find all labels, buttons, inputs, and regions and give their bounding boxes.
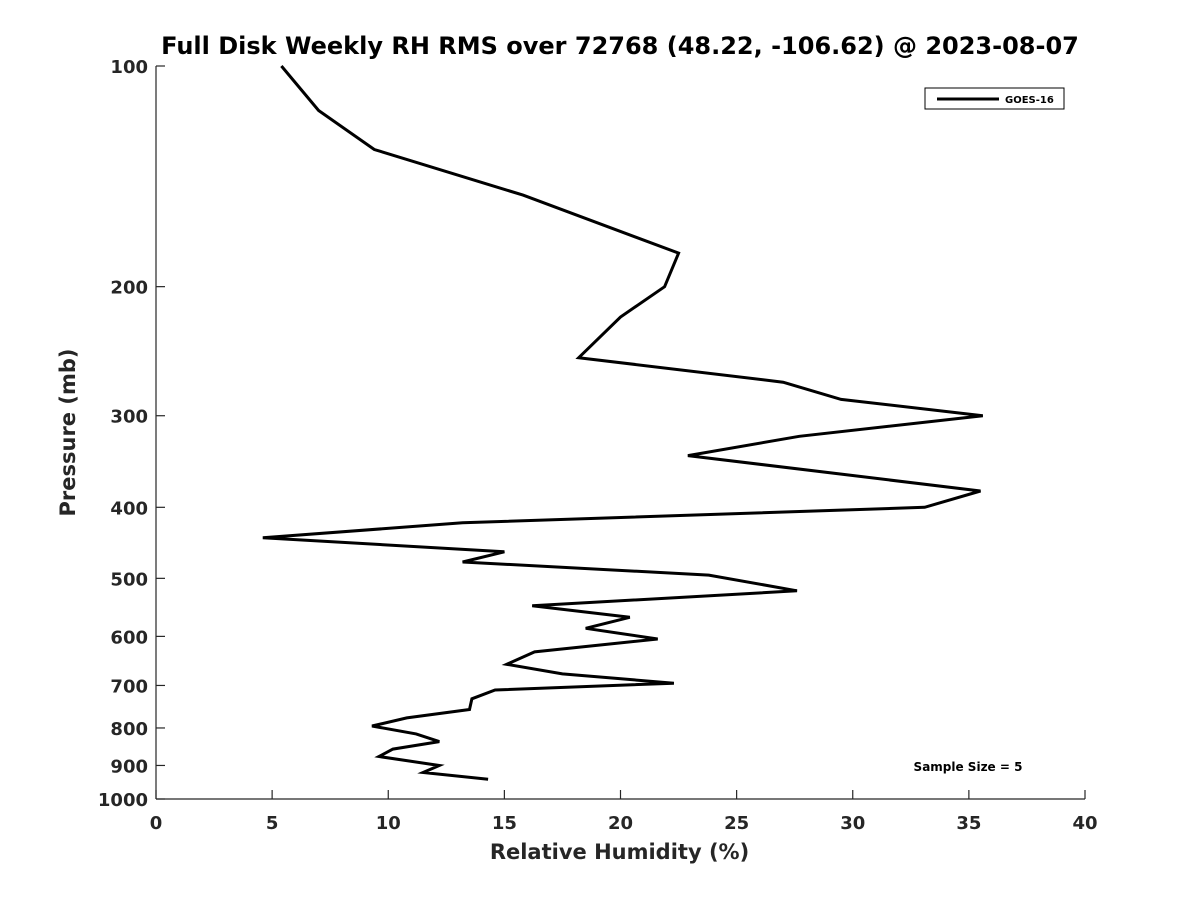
x-axis-ticks: 0 5 10 15 20 25 30 35 40 — [150, 790, 1098, 834]
x-tick-label: 40 — [1072, 813, 1097, 834]
series-line-goes-16 — [262, 65, 983, 781]
x-tick-label: 10 — [376, 813, 401, 834]
y-axis-ticks: 100 200 300 400 500 600 700 800 900 1000 — [98, 57, 165, 811]
sample-size-annotation: Sample Size = 5 — [914, 760, 1023, 774]
x-tick-label: 25 — [724, 813, 749, 834]
x-axis-label: Relative Humidity (%) — [490, 840, 749, 864]
x-tick-label: 20 — [608, 813, 633, 834]
series-group — [262, 65, 983, 781]
y-tick-label: 800 — [110, 719, 148, 740]
legend-entry-goes-16: GOES-16 — [1005, 95, 1054, 106]
chart-title: Full Disk Weekly RH RMS over 72768 (48.2… — [161, 32, 1079, 60]
x-tick-label: 0 — [150, 813, 163, 834]
y-tick-label: 700 — [110, 676, 148, 697]
plot-area — [156, 66, 1085, 799]
y-tick-label: 900 — [110, 756, 148, 777]
x-tick-label: 15 — [492, 813, 517, 834]
x-tick-label: 5 — [266, 813, 279, 834]
y-tick-label: 600 — [110, 627, 148, 648]
x-tick-label: 35 — [956, 813, 981, 834]
x-tick-label: 30 — [840, 813, 865, 834]
y-tick-label: 200 — [110, 278, 148, 299]
y-tick-label: 400 — [110, 498, 148, 519]
y-tick-label: 500 — [110, 569, 148, 590]
y-tick-label: 1000 — [98, 790, 148, 811]
y-tick-label: 300 — [110, 407, 148, 428]
y-tick-label: 100 — [110, 57, 148, 78]
legend: GOES-16 — [924, 87, 1065, 110]
y-axis-label: Pressure (mb) — [56, 349, 80, 517]
